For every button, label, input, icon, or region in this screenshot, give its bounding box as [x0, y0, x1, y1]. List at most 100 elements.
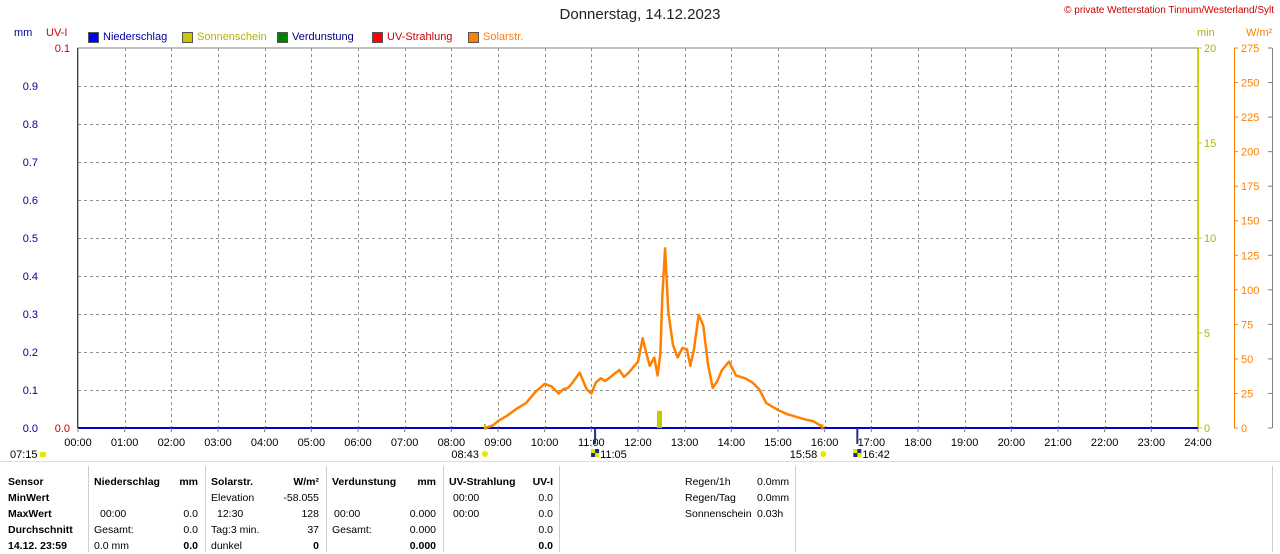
column-separator [205, 466, 206, 552]
column-separator [1272, 466, 1273, 552]
sunshine-start-icon [481, 451, 488, 457]
uv-header: UV-Strahlung [449, 476, 516, 488]
x-tick-label: 08:00 [438, 437, 466, 449]
event-marker-icon [853, 449, 858, 453]
x-tick-label: 02:00 [158, 437, 186, 449]
stats-sensor-header: Sensor [8, 476, 44, 488]
sunrise-time-label: 07:15 [10, 449, 38, 461]
min-tick-label: 20 [1204, 43, 1216, 55]
stats-minwert-label: MinWert [8, 492, 50, 504]
x-tick-label: 04:00 [251, 437, 279, 449]
wm2-tick-label: 100 [1241, 285, 1259, 297]
verdunstung-avg-value: 0.000 [409, 540, 436, 552]
niederschlag-unit: mm [179, 476, 198, 488]
x-tick-label: 23:00 [1138, 437, 1166, 449]
column-separator [88, 466, 89, 552]
verdunstung-gesamt-value: 0.000 [409, 524, 436, 536]
unit-uvi-label: UV-I [46, 27, 68, 39]
summary-regen-tag-value: 0.0mm [757, 492, 790, 504]
uv-avg-value: 0.0 [538, 540, 553, 552]
sunshine-end-label: 15:58 [790, 449, 818, 461]
mm-tick-label: 0.3 [23, 309, 38, 321]
solar-header: Solarstr. [211, 476, 254, 488]
niederschlag-gesamt-label: Gesamt: [94, 524, 134, 536]
mm-tick-label: 0.9 [23, 81, 38, 93]
stats-verdunstung-column: Verdunstung mm 00:00 0.000 Gesamt: 0.000 0.… [330, 474, 438, 554]
event-marker-icon [857, 453, 862, 457]
legend-item-uv-strahlung: UV-Strahlung [372, 31, 452, 43]
mm-tick-label: 0.0 [23, 423, 38, 435]
uvi-tick-label: 0.0 [55, 423, 70, 435]
summary-sonnenschein-label: Sonnenschein [685, 508, 752, 520]
wm2-tick-label: 150 [1241, 216, 1259, 228]
legend-swatch [182, 31, 193, 43]
event-marker-icon [591, 449, 596, 453]
niederschlag-avg-value: 0.0 [183, 540, 198, 552]
niederschlag-max-time: 00:00 [100, 508, 127, 520]
niederschlag-max-value: 0.0 [183, 508, 198, 520]
uvi-tick-label: 0.1 [55, 43, 70, 55]
min-tick-label: 5 [1204, 328, 1210, 340]
x-tick-label: 01:00 [111, 437, 139, 449]
x-tick-label: 24:00 [1184, 437, 1212, 449]
mm-tick-label: 0.8 [23, 119, 38, 131]
legend-label: Niederschlag [103, 31, 168, 43]
sunrise-icon [40, 452, 46, 457]
niederschlag-header: Niederschlag [94, 476, 160, 488]
stats-durchschnitt-label: Durchschnitt [8, 524, 73, 536]
sunshine-start-label: 08:43 [451, 449, 479, 461]
stats-divider [0, 461, 1280, 462]
weather-chart: 0.9 0.8 0.7 0.6 0.5 0.4 0.3 0.2 0.1 0.1 0.0 0.0 20 15… [10, 43, 1273, 461]
x-tick-label: 20:00 [998, 437, 1026, 449]
x-tick-label: 13:00 [671, 437, 699, 449]
niederschlag-r1-value [174, 490, 200, 506]
min-tick-label: 15 [1204, 138, 1216, 150]
uv-min-time: 00:00 [453, 492, 480, 504]
summary-panel: Regen/1h 0.0mm Regen/Tag 0.0mm Sonnenschei… [683, 474, 791, 522]
verdunstung-unit: mm [417, 476, 436, 488]
unit-min-label: min [1197, 27, 1215, 39]
mm-tick-label: 0.4 [23, 271, 38, 283]
event-marker-icon [595, 453, 600, 457]
uv-min-value: 0.0 [538, 492, 553, 504]
verdunstung-r1-label [330, 490, 405, 506]
solar-unit: W/m² [293, 476, 319, 488]
legend-item-solarstrahlung: Solarstr. [468, 31, 523, 43]
uv-r3-label [447, 522, 527, 538]
legend-swatch [277, 31, 288, 43]
wm2-tick-label: 250 [1241, 78, 1259, 90]
wm2-tick-label: 25 [1241, 388, 1253, 400]
unit-wm2-label: W/m² [1246, 27, 1273, 39]
verdunstung-max-time: 00:00 [334, 508, 361, 520]
column-separator [559, 466, 560, 552]
x-tick-label: 14:00 [718, 437, 746, 449]
wm2-tick-label: 200 [1241, 147, 1259, 159]
wm2-tick-label: 0 [1241, 423, 1247, 435]
sunset-time-label: 16:42 [862, 449, 890, 461]
x-tick-label: 21:00 [1044, 437, 1072, 449]
verdunstung-header: Verdunstung [332, 476, 397, 488]
wm2-tick-label: 175 [1241, 181, 1259, 193]
x-tick-label: 22:00 [1091, 437, 1119, 449]
uv-r3-value: 0.0 [538, 524, 553, 536]
x-tick-label: 18:00 [904, 437, 932, 449]
sunshine-end-icon [820, 451, 827, 457]
solar-tag-label: Tag:3 min. [211, 524, 260, 536]
mm-tick-label: 0.2 [23, 347, 38, 359]
solar-tag-value: 37 [307, 524, 319, 536]
x-tick-label: 12:00 [624, 437, 652, 449]
sunshine-marker [483, 424, 486, 430]
wm2-tick-label: 125 [1241, 250, 1259, 262]
wm2-tick-label: 275 [1241, 43, 1259, 55]
stats-solar-column: Solarstr. W/m² Elevation -58.055 12:30 128 … [209, 474, 321, 554]
solar-dunkel-label: dunkel [211, 540, 242, 552]
event-time-label: 11:05 [600, 449, 627, 461]
mm-tick-label: 0.1 [23, 385, 38, 397]
uv-max-time: 00:00 [453, 508, 480, 520]
min-tick-label: 0 [1204, 423, 1210, 435]
legend-swatch [88, 31, 99, 43]
stats-date-label: 14.12. 23:59 [8, 540, 67, 552]
legend-item-niederschlag: Niederschlag [88, 31, 167, 43]
page-title: Donnerstag, 14.12.2023 [559, 6, 721, 23]
solar-max-time: 12:30 [217, 508, 244, 520]
